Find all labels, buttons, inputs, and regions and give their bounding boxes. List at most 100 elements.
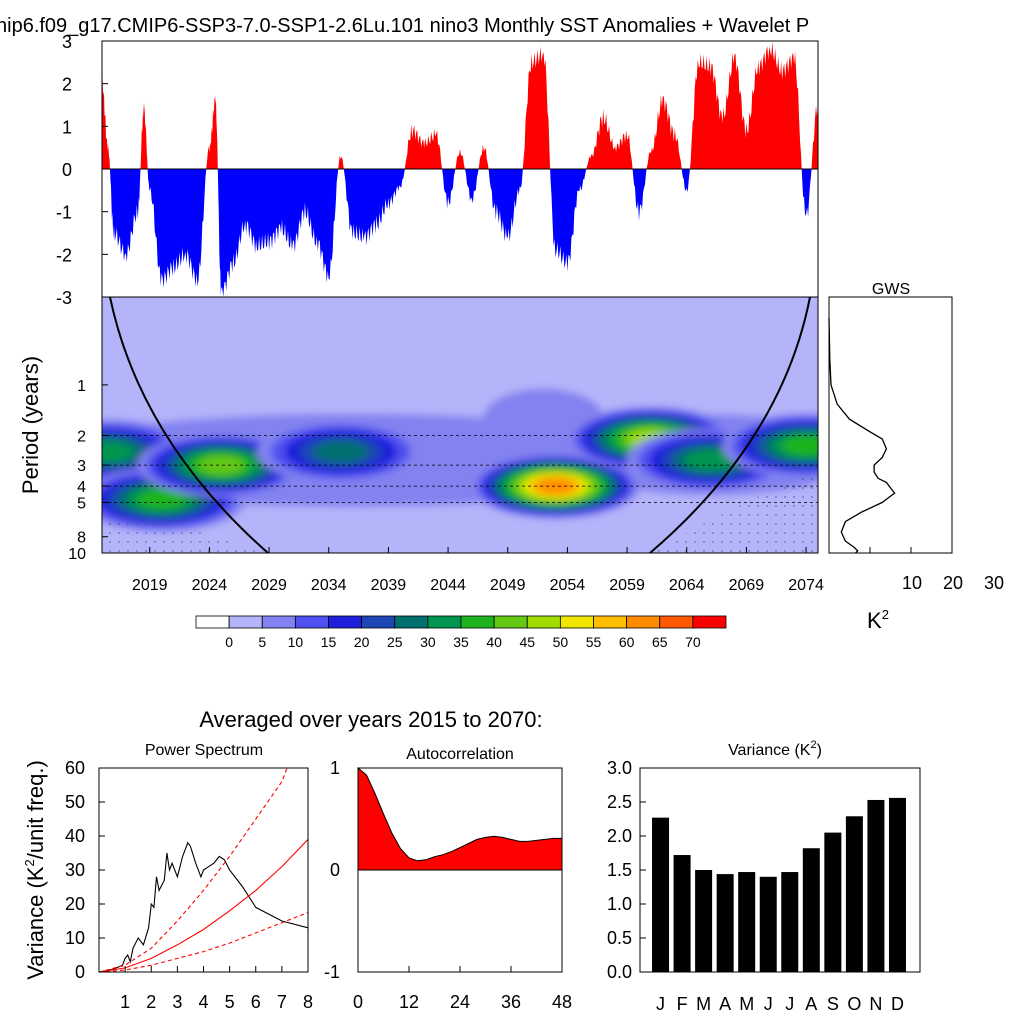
spectrum-series-lower-confidence — [98, 911, 309, 973]
variance-bar-2 — [695, 870, 713, 972]
colorbar-label: 65 — [652, 634, 668, 650]
negative-anomaly-area — [147, 169, 207, 288]
gws-x-tick-label: 20 — [943, 573, 963, 593]
autocorrelation-x-tick-label: 24 — [450, 992, 470, 1012]
ts-y-tick-label: 1 — [62, 117, 72, 137]
wavelet-contour — [535, 477, 576, 495]
colorbar-label: 50 — [553, 634, 569, 650]
wavelet-x-tick-label: 2074 — [788, 577, 824, 594]
colorbar-box — [493, 615, 528, 629]
wavelet-y-tick-label: 2 — [77, 429, 86, 446]
variance-x-tick-label: O — [847, 994, 861, 1014]
negative-anomaly-area — [632, 169, 647, 221]
wavelet-x-axis: 2019 2024 2029 2034 2039 2044 2049 2054 2059 2064… — [132, 547, 824, 594]
wavelet-y-tick-label: 10 — [68, 546, 86, 563]
wavelet-x-tick-label: 2049 — [490, 577, 526, 594]
colorbar-box — [593, 615, 628, 629]
wavelet-y-tick-label: 1 — [77, 378, 86, 395]
variance-x-tick-label: M — [739, 994, 754, 1014]
colorbar-label: 70 — [685, 634, 701, 650]
sst-timeseries-panel: 3 2 1 0 -1 -2 -3 — [56, 32, 819, 308]
variance-y-tick-label: 2.5 — [607, 792, 632, 812]
wavelet-x-tick-label: 2044 — [430, 577, 466, 594]
colorbar-label: 15 — [321, 634, 337, 650]
variance-x-tick-label: D — [891, 994, 904, 1014]
colorbar-labels: 0 5 10 15 20 25 30 35 40 45 50 55 60 65 70 — [225, 634, 701, 650]
power-spectrum-x-tick-label: 6 — [251, 992, 261, 1012]
variance-bar-10 — [867, 799, 885, 972]
cone-of-influence-right — [649, 297, 811, 553]
variance-x-tick-label: F — [677, 994, 688, 1014]
gws-frame — [828, 296, 953, 554]
colorbar-box — [526, 615, 561, 629]
variance-x-tick-label: J — [764, 994, 773, 1014]
colorbar-box — [394, 615, 429, 629]
wavelet-y-label: Period (years) — [18, 356, 43, 494]
colorbar-box — [195, 615, 230, 629]
variance-bar-1 — [673, 855, 691, 972]
power-spectrum-title: Power Spectrum — [145, 742, 263, 759]
autocorrelation-title: Autocorrelation — [406, 746, 514, 763]
reference-period-lines — [102, 435, 818, 503]
colorbar-label: 40 — [486, 634, 502, 650]
positive-anomaly-area — [404, 123, 443, 169]
autocorrelation-y-tick-label: -1 — [324, 962, 340, 982]
spectrum-series-red-noise — [98, 839, 309, 973]
colorbar-label: 35 — [453, 634, 469, 650]
colorbar-box — [361, 615, 396, 629]
colorbar-label: 30 — [420, 634, 436, 650]
colorbar-box — [626, 615, 661, 629]
variance-x-tick-label: A — [719, 994, 731, 1014]
negative-anomaly-area — [681, 169, 690, 193]
wavelet-y-tick-label: 8 — [77, 530, 86, 547]
colorbar-label: 55 — [586, 634, 602, 650]
colorbar-label: 25 — [387, 634, 403, 650]
autocorrelation-fill — [357, 766, 563, 871]
wavelet-x-tick-label: 2039 — [371, 577, 407, 594]
colorbar-label: 10 — [288, 634, 304, 650]
gws-panel: GWS 10 20 30 K2 — [828, 281, 1004, 633]
positive-anomaly-area — [338, 155, 344, 169]
gws-x-tick-label: 30 — [984, 573, 1004, 593]
gws-title: GWS — [872, 281, 910, 298]
autocorrelation-x-axis: 0 12 24 36 48 — [353, 966, 572, 1012]
ts-y-tick-label: 0 — [62, 160, 72, 180]
negative-anomaly-area — [343, 169, 405, 246]
colorbar-box — [328, 615, 363, 629]
cone-of-influence-left-stipple — [102, 510, 268, 553]
negative-anomaly-area — [464, 169, 479, 204]
power-spectrum-x-tick-label: 3 — [172, 992, 182, 1012]
wavelet-contours — [102, 389, 818, 532]
positive-anomaly-area — [140, 102, 148, 169]
variance-bar-11 — [888, 797, 906, 972]
variance-y-tick-label: 2.0 — [607, 826, 632, 846]
autocorrelation-x-tick-label: 0 — [353, 992, 363, 1012]
wavelet-contour — [198, 455, 245, 475]
ts-y-tick-label: -1 — [56, 203, 72, 223]
colorbar-box — [294, 615, 329, 629]
variance-bar-4 — [738, 872, 756, 972]
wavelet-x-tick-label: 2034 — [311, 577, 347, 594]
power-spectrum-lines — [98, 767, 309, 973]
spectrum-series-upper-confidence — [98, 767, 288, 973]
variance-bars — [652, 797, 906, 972]
colorbar-boxes — [195, 615, 727, 629]
positive-anomaly-area — [586, 108, 633, 169]
variance-bar-5 — [759, 876, 777, 972]
colorbar-box — [659, 615, 694, 629]
wavelet-contour — [102, 441, 134, 463]
colorbar-box — [427, 615, 462, 629]
colorbar-box — [559, 615, 594, 629]
wavelet-contour — [312, 440, 369, 463]
wavelet-x-tick-label: 2054 — [550, 577, 586, 594]
variance-x-tick-label: N — [869, 994, 882, 1014]
negative-anomaly-area — [217, 169, 339, 297]
negative-anomaly-area — [801, 169, 812, 217]
variance-y-axis: 3.0 2.5 2.0 1.5 1.0 0.5 0.0 — [607, 758, 646, 982]
variance-x-tick-label: A — [805, 994, 817, 1014]
gws-line — [828, 317, 896, 554]
